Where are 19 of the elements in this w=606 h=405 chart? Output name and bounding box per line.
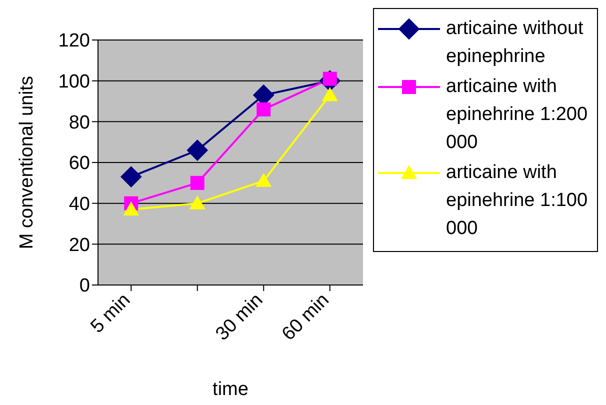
x-axis-title: time: [212, 379, 248, 400]
x-tick-label: 60 min: [278, 290, 334, 345]
y-tick-label: 120: [58, 30, 90, 52]
point: [256, 102, 271, 116]
y-tick-label: 40: [68, 194, 90, 216]
point: [256, 172, 272, 187]
point: [120, 166, 142, 188]
point: [186, 140, 208, 161]
y-tick-label: 60: [68, 153, 90, 174]
y-tick-label: 100: [58, 72, 90, 93]
y-tick-label: 80: [68, 112, 90, 134]
legend-label: articaine with epinehrine 1:100 000: [446, 161, 589, 241]
y-axis-title: M conventional units: [16, 76, 38, 250]
point: [322, 87, 338, 102]
point: [123, 201, 140, 216]
y-tick-label: 20: [68, 234, 90, 256]
x-tick-label: 30 min: [212, 290, 268, 345]
point: [190, 176, 204, 190]
point: [189, 195, 206, 210]
